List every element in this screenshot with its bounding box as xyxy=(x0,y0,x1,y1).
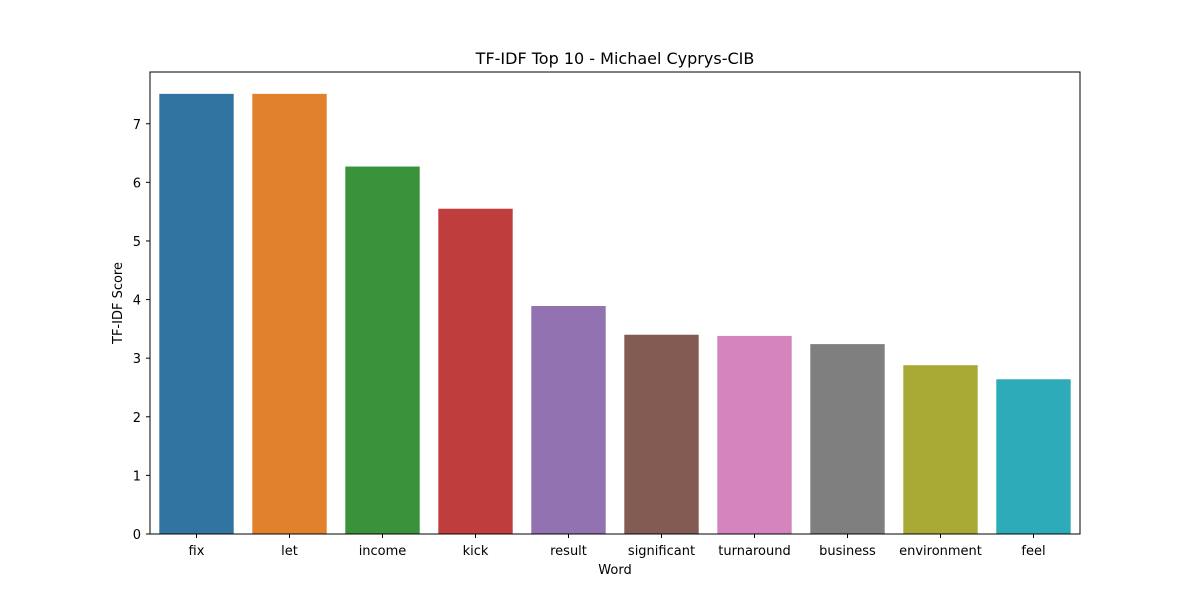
x-tick-label: income xyxy=(359,544,407,559)
x-axis: fix let income kick result significant turnaro… xyxy=(189,534,1046,559)
y-tick-label: 6 xyxy=(133,176,141,191)
bar-business xyxy=(810,344,885,534)
y-tick-label: 2 xyxy=(133,411,141,426)
y-tick-label: 3 xyxy=(133,352,141,367)
x-tick-label: turnaround xyxy=(718,544,790,559)
bar-income xyxy=(345,166,420,534)
bar-result xyxy=(531,306,606,534)
bar-significant xyxy=(624,334,699,534)
bar-kick xyxy=(438,208,513,534)
x-tick-label: feel xyxy=(1021,544,1045,559)
chart-title: TF-IDF Top 10 - Michael Cyprys-CIB xyxy=(475,49,755,68)
x-tick-label: significant xyxy=(628,544,695,559)
y-axis-title: TF-IDF Score xyxy=(111,262,126,345)
y-tick-label: 1 xyxy=(133,469,141,484)
y-axis: 0 1 2 3 4 5 6 7 xyxy=(133,118,150,543)
y-tick-label: 0 xyxy=(133,528,141,543)
plot-frame xyxy=(149,71,1081,535)
x-tick-label: fix xyxy=(189,544,205,559)
y-tick-label: 4 xyxy=(133,294,141,309)
bar-let xyxy=(252,93,327,534)
x-axis-title: Word xyxy=(598,563,631,578)
x-tick-label: business xyxy=(819,544,876,559)
x-tick-label: result xyxy=(550,544,587,559)
y-tick-label: 5 xyxy=(133,235,141,250)
bar-environment xyxy=(903,365,978,534)
x-tick-label: environment xyxy=(899,544,982,559)
x-tick-label: let xyxy=(281,544,298,559)
bar-feel xyxy=(996,379,1071,534)
bars-group xyxy=(159,93,1071,534)
bar-fix xyxy=(159,93,234,534)
y-tick-label: 7 xyxy=(133,118,141,133)
x-tick-label: kick xyxy=(463,544,489,559)
bar-turnaround xyxy=(717,335,792,534)
